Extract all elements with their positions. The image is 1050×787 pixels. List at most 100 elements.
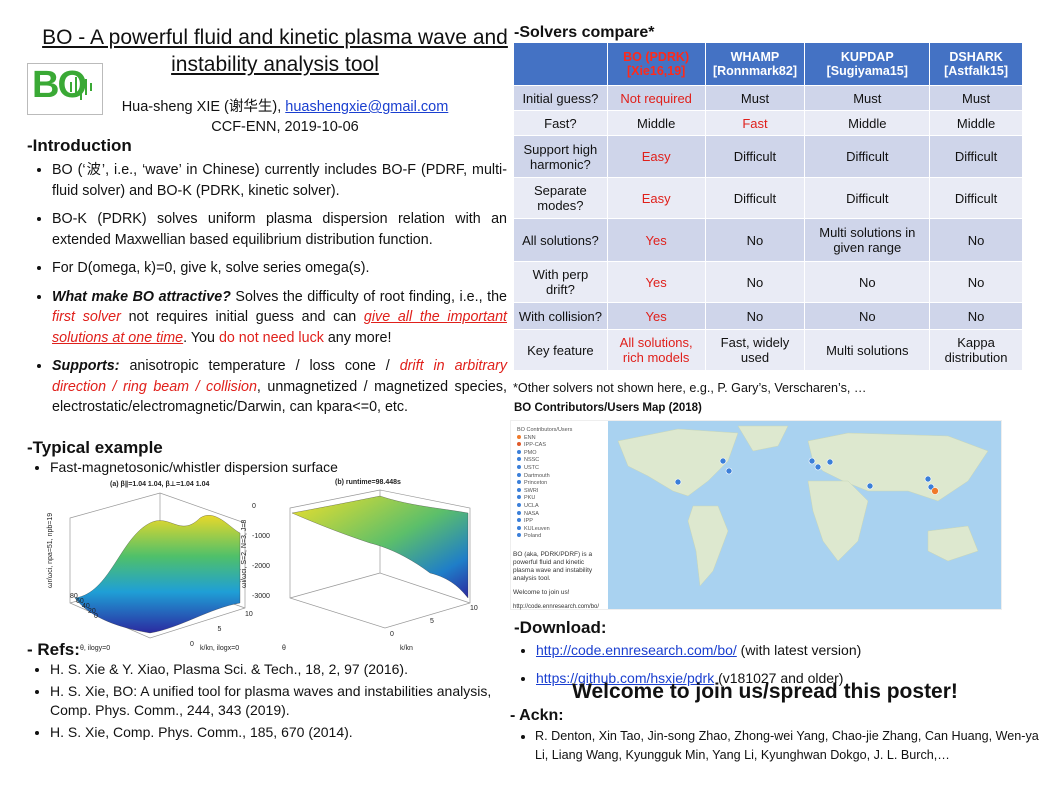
table-cell: Difficult [929,177,1023,219]
legend-label: Princeton [524,480,548,487]
map-legend-item: PKU [517,495,572,503]
map-url: http://code.ennresearch.com/bo/ [513,604,600,610]
plot-tick: 0 [94,613,98,620]
row-header: Initial guess? [513,85,608,111]
header-corner [513,42,608,86]
compare-table: BO (PDRK) [Xie16,19] WHAMP [Ronnmark82] KU… [513,42,1023,371]
section-heading: -Solvers compare* [514,24,655,41]
logo-wave [70,74,92,100]
logo: BO [27,63,103,115]
text-segment: , unmagnetized / magnetized species, ele… [52,378,507,416]
map-description-block: BO (aka, PDRK/PDRF) is a powerful fluid … [513,551,603,597]
table-cell: Difficult [704,135,806,178]
column-header: KUPDAP [Sugiyama15] [804,42,931,86]
text-segment: BO-K (PDRK) solves uniform plasma disper… [52,211,507,248]
legend-label: Dartmouth [524,472,550,479]
text-segment[interactable]: http://code.ennresearch.com/bo/ [536,642,737,658]
row-header: Fast? [513,110,608,136]
legend-label: UCLA [524,502,539,509]
table-cell: Multi solutions [804,329,931,371]
table-cell: Must [704,85,806,111]
legend-dot [517,518,521,523]
table-cell: Fast [704,110,806,136]
legend-label: PMO [524,449,537,456]
plot-tick: 5 [218,626,222,633]
plot-tick: 10 [245,611,253,618]
plot-tick: 80 [70,593,78,600]
legend-dot [517,434,521,439]
plot-title: (a) β∥=1.04 1.04, β⊥=1.04 1.04 [110,480,210,488]
table-cell: Difficult [929,135,1023,178]
table-cell: No [929,218,1023,262]
table-cell: Middle [606,110,706,136]
map-legend-item: UCLA [517,502,572,511]
axis-label: k/kn [400,645,413,652]
legend-dot [517,457,521,462]
legend-label: SWRI [524,487,539,494]
table-cell: Must [929,85,1023,111]
section-heading: - Refs: [27,640,80,659]
legend-label: IPP [524,518,533,525]
table-row: Initial guess? Not required Must Must Must [513,85,1023,111]
intro-list: BO (‘波’, i.e., ‘wave’ in Chinese) curren… [30,160,507,426]
row-header: Separate modes? [513,177,608,219]
column-header: BO (PDRK) [Xie16,19] [606,42,706,86]
table-row: With collision? Yes No No No [513,302,1023,330]
row-header: With collision? [513,302,608,330]
row-header: With perp drift? [513,261,608,303]
legend-dot [517,502,521,507]
intro-bullet: Supports: anisotropic temperature / loss… [52,356,507,418]
row-header: All solutions? [513,218,608,262]
map-legend-item: NSSC [517,457,572,465]
map-legend-item: PMO [517,449,572,458]
affiliation: CCF-ENN, 2019-10-06 [211,119,359,135]
plot-tick: 40 [82,603,90,610]
axis-label: θ, ilogy=0 [80,645,110,652]
intro-bullet: For D(omega, k)=0, give k, solve series … [52,258,507,279]
legend-label: USTC [524,464,539,471]
text-segment: BO (‘波’, i.e., ‘wave’ in Chinese) curren… [52,162,507,199]
welcome: Welcome to join us/spread this poster! [572,680,958,703]
intro-bullet: BO-K (PDRK) solves uniform plasma disper… [52,209,507,250]
intro-bullet: What make BO attractive? Solves the diff… [52,287,507,349]
poster-title: BO - A powerful fluid and kinetic plasma… [42,26,508,76]
map-legend-item: Dartmouth [517,472,572,481]
text-segment[interactable]: https://github.com/hsxie/pdrk [536,670,715,686]
text-segment: (with latest version) [736,642,862,658]
email[interactable]: huashengxie@gmail.com [285,99,449,115]
column-header: WHAMP [Ronnmark82] [704,42,806,86]
legend-dot [517,464,521,469]
table-cell: Difficult [804,177,931,219]
table-cell: No [804,302,931,330]
table-row: All solutions? Yes No Multi solutions in gi… [513,218,1023,262]
table-row: Separate modes? Easy Difficult Difficult Dif… [513,177,1023,219]
column-header: DSHARK [Astfalk15] [929,42,1023,86]
legend-label: Poland [524,533,542,540]
legend-label: NSSC [524,457,540,464]
plot-tick: 0 [390,631,394,638]
download-item: http://code.ennresearch.com/bo/ (with la… [536,640,1036,660]
text-segment: do not need luck [218,329,324,346]
legend-label: ENN [524,434,536,441]
row-header: Key feature [513,329,608,371]
table-cell: Must [804,85,931,111]
plot-tick: 0 [252,503,256,510]
map-legend-title: BO Contributors/Users [517,427,573,433]
plot-tick: 0 [190,641,194,648]
text-segment: Solves the difficulty of root finding, i… [230,288,507,305]
table-cell: Difficult [804,135,931,178]
table-cell: Kappa distribution [929,329,1023,371]
map-title: BO Contributors/Users Map (2018) [514,402,702,414]
section-heading: - Ackn: [510,707,564,724]
legend-dot [517,472,521,477]
row-header: Support high harmonic? [513,135,608,178]
example-list: Fast-magnetosonic/whistler dispersion su… [28,459,510,483]
legend-dot [517,449,521,454]
ackn-text: R. Denton, Xin Tao, Jin-song Zhao, Zhong… [535,727,1050,765]
table-cell: Middle [929,110,1023,136]
axis-label: θ [282,645,286,652]
legend-dot [517,533,521,538]
table-cell: No [704,218,806,262]
plot-tick: 10 [470,605,478,612]
text-segment: first solver [52,309,121,325]
